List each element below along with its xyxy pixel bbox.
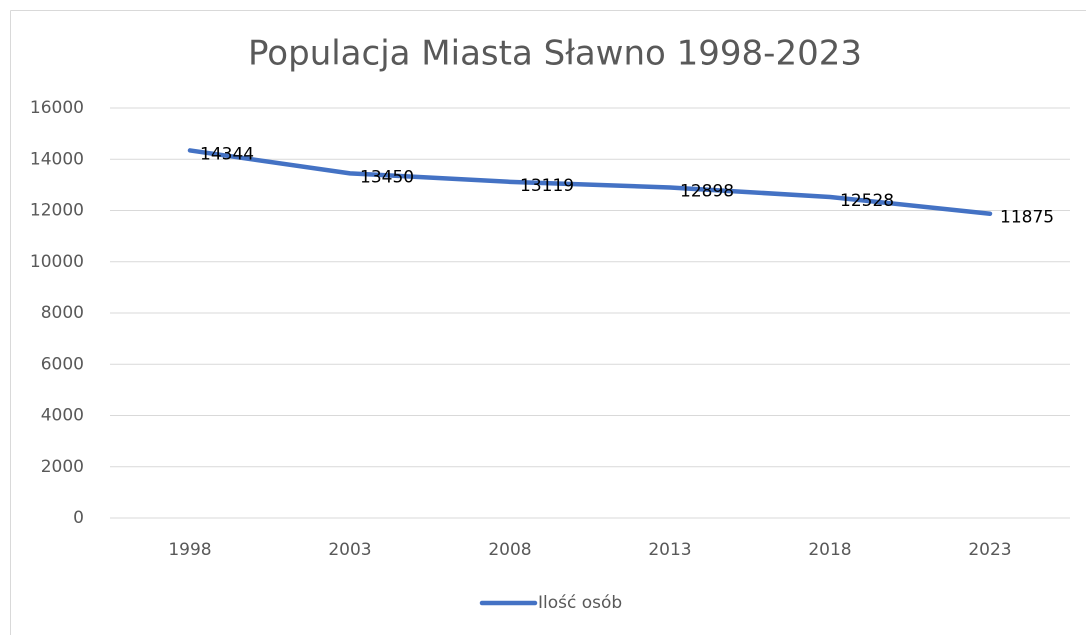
y-tick-label: 14000 [30, 149, 84, 169]
y-tick-label: 4000 [41, 406, 84, 426]
chart-title: Populacja Miasta Sławno 1998-2023 [248, 34, 862, 74]
y-tick-label: 12000 [30, 201, 84, 221]
data-label: 11875 [1000, 208, 1054, 228]
x-tick-label: 2023 [968, 540, 1011, 560]
x-tick-label: 2003 [328, 540, 371, 560]
legend-label: Ilość osób [538, 593, 622, 613]
x-tick-label: 1998 [168, 540, 211, 560]
y-tick-label: 10000 [30, 252, 84, 272]
data-label: 12898 [680, 181, 734, 201]
y-tick-label: 0 [73, 508, 84, 528]
x-tick-label: 2018 [808, 540, 851, 560]
y-tick-label: 2000 [41, 457, 84, 477]
data-label: 13119 [520, 176, 574, 196]
data-label: 14344 [200, 144, 254, 164]
y-tick-label: 6000 [41, 354, 84, 374]
data-label: 13450 [360, 167, 414, 187]
x-tick-label: 2013 [648, 540, 691, 560]
y-tick-label: 8000 [41, 303, 84, 323]
data-label: 12528 [840, 191, 894, 211]
x-tick-label: 2008 [488, 540, 531, 560]
y-tick-label: 16000 [30, 98, 84, 118]
series-line [187, 148, 993, 216]
